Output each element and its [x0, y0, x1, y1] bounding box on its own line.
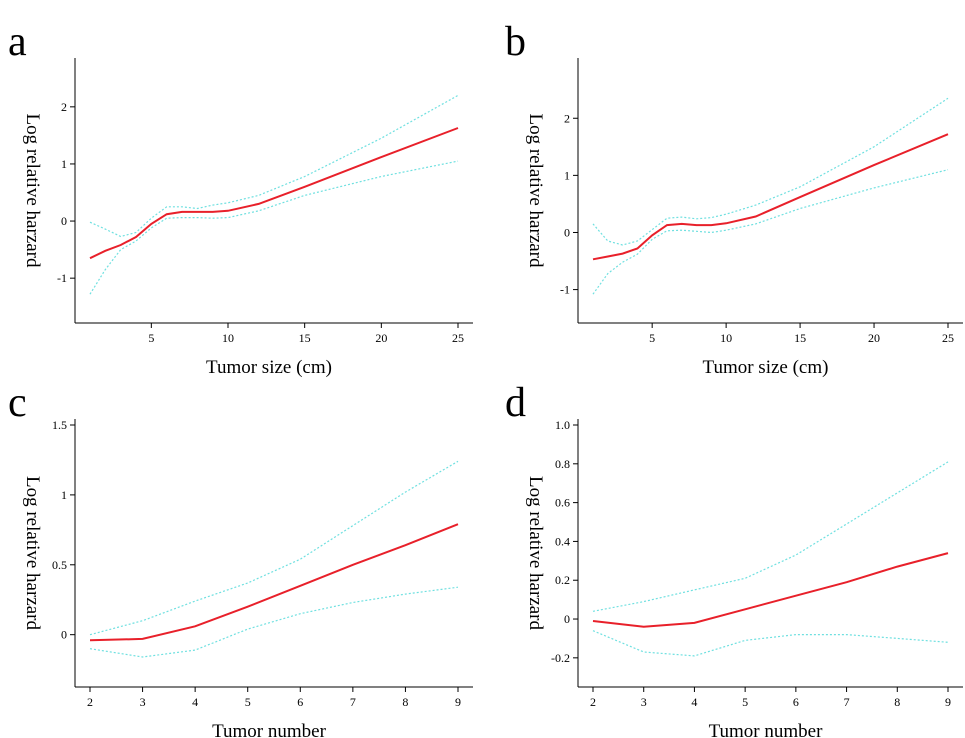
- x-tick-label: 9: [945, 695, 951, 709]
- ci-upper-line: [89, 94, 459, 238]
- ci-upper-line: [592, 97, 949, 246]
- x-tick-label: 6: [297, 695, 303, 709]
- x-axis-label: Tumor number: [212, 721, 327, 738]
- y-tick-label: 0: [564, 225, 570, 239]
- x-tick-label: 2: [590, 695, 596, 709]
- x-tick-label: 5: [148, 331, 154, 345]
- ci-lower-line: [89, 586, 459, 658]
- panel-d: d -0.2 0 0.2 0.4 0.6 0.8 1.0 2 3 4 5 6 7 8 9 Tumor numbe…: [505, 380, 963, 738]
- y-tick-label: 1: [61, 157, 67, 171]
- ci-lower-line: [592, 169, 949, 295]
- x-tick-label: 7: [844, 695, 850, 709]
- x-tick-label: 2: [87, 695, 93, 709]
- y-tick-label: 0.4: [555, 534, 570, 548]
- x-axis-label: Tumor number: [709, 721, 824, 738]
- x-tick-label: 6: [793, 695, 799, 709]
- ci-upper-line: [89, 460, 459, 636]
- x-tick-label: 8: [894, 695, 900, 709]
- x-tick-label: 25: [452, 331, 464, 345]
- x-tick-label: 3: [641, 695, 647, 709]
- panel-label: a: [8, 19, 27, 65]
- y-tick-label: 1.5: [52, 418, 67, 432]
- y-tick-label: -0.2: [551, 651, 570, 665]
- y-tick-label: 0: [61, 628, 67, 642]
- x-tick-label: 9: [455, 695, 461, 709]
- x-tick-label: 10: [222, 331, 234, 345]
- x-tick-label: 7: [350, 695, 356, 709]
- x-tick-label: 20: [375, 331, 387, 345]
- ci-lower-line: [592, 630, 949, 657]
- estimate-line: [89, 127, 459, 260]
- x-tick-label: 3: [140, 695, 146, 709]
- estimate-line: [89, 523, 459, 642]
- y-tick-label: 0: [61, 214, 67, 228]
- y-axis-label: Log relative harzard: [22, 113, 43, 268]
- x-tick-label: 5: [742, 695, 748, 709]
- x-tick-label: 20: [868, 331, 880, 345]
- y-tick-label: 0.6: [555, 496, 570, 510]
- x-tick-label: 4: [192, 695, 198, 709]
- panel-label: c: [8, 380, 27, 426]
- x-axis-label: Tumor size (cm): [206, 357, 332, 378]
- panel-label: d: [505, 380, 526, 426]
- x-tick-label: 8: [402, 695, 408, 709]
- ci-lower-line: [89, 160, 459, 295]
- y-tick-label: -1: [560, 283, 570, 297]
- x-tick-label: 5: [649, 331, 655, 345]
- y-tick-label: 0: [564, 612, 570, 626]
- estimate-line: [592, 133, 949, 261]
- y-tick-label: 0.2: [555, 573, 570, 587]
- estimate-line: [592, 552, 949, 628]
- x-tick-label: 15: [794, 331, 806, 345]
- y-tick-label: 0.5: [52, 558, 67, 572]
- x-tick-label: 25: [942, 331, 954, 345]
- ci-upper-line: [592, 461, 949, 612]
- y-tick-label: 2: [564, 111, 570, 125]
- y-tick-label: 0.8: [555, 457, 570, 471]
- y-axis-label: Log relative harzard: [525, 113, 546, 268]
- panel-label: b: [505, 19, 526, 65]
- y-axis-label: Log relative harzard: [525, 476, 546, 631]
- y-tick-label: 1: [564, 168, 570, 182]
- x-tick-label: 10: [720, 331, 732, 345]
- x-tick-label: 4: [691, 695, 697, 709]
- x-axis-label: Tumor size (cm): [703, 357, 829, 378]
- x-tick-label: 15: [299, 331, 311, 345]
- y-tick-label: 1: [61, 488, 67, 502]
- y-axis-label: Log relative harzard: [22, 476, 43, 631]
- y-tick-label: 2: [61, 100, 67, 114]
- y-tick-label: 1.0: [555, 418, 570, 432]
- y-tick-label: -1: [57, 271, 67, 285]
- panel-c: c 0 0.5 1 1.5 2 3 4 5 6 7 8 9 Tumor number Log relativ…: [8, 380, 473, 738]
- x-tick-label: 5: [245, 695, 251, 709]
